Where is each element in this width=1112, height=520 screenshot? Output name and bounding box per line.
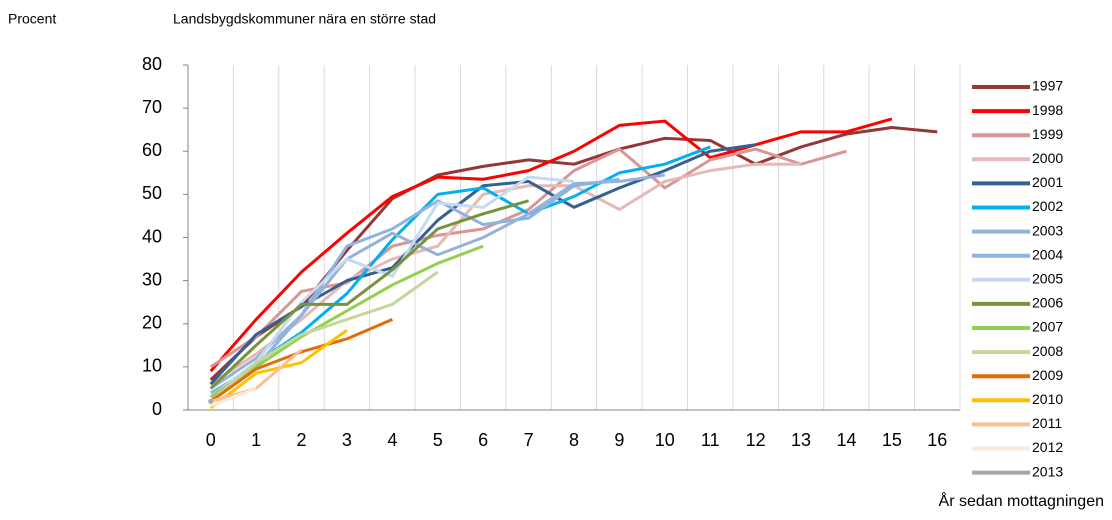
y-tick-label: 10 <box>142 356 162 376</box>
legend-label: 2002 <box>1032 198 1063 214</box>
x-axis-label: År sedan mottagningen <box>939 491 1104 510</box>
x-tick-label: 3 <box>342 430 352 450</box>
series-line <box>210 348 303 403</box>
x-tick-label: 14 <box>836 430 856 450</box>
legend-label: 2013 <box>1032 463 1063 479</box>
x-tick-label: 13 <box>791 430 811 450</box>
series-line <box>209 162 802 386</box>
x-tick-label: 4 <box>387 430 397 450</box>
series-line <box>209 126 938 381</box>
y-tick-label: 20 <box>142 313 162 333</box>
legend-label: 1999 <box>1032 126 1063 142</box>
legend-label: 1997 <box>1032 78 1063 94</box>
series-line <box>210 387 257 408</box>
x-tick-label: 6 <box>478 430 488 450</box>
series-line <box>209 199 529 390</box>
legend-label: 2012 <box>1032 439 1063 455</box>
series-line <box>209 117 893 373</box>
data-point <box>208 398 214 404</box>
legend-label: 2008 <box>1032 343 1063 359</box>
x-tick-label: 0 <box>206 430 216 450</box>
legend-label: 1998 <box>1032 102 1063 118</box>
x-tick-label: 7 <box>524 430 534 450</box>
x-tick-label: 10 <box>655 430 675 450</box>
legend-label: 2004 <box>1032 246 1063 262</box>
x-tick-label: 9 <box>614 430 624 450</box>
legend-label: 2006 <box>1032 295 1063 311</box>
legend-label: 2005 <box>1032 271 1063 287</box>
y-tick-label: 60 <box>142 140 162 160</box>
series-line <box>209 318 393 403</box>
series-line <box>209 270 439 403</box>
x-tick-label: 2 <box>297 430 307 450</box>
y-tick-label: 70 <box>142 97 162 117</box>
legend-label: 2009 <box>1032 367 1063 383</box>
series-line <box>209 175 575 399</box>
y-tick-label: 30 <box>142 269 162 289</box>
y-axis-label: Procent <box>8 11 56 27</box>
x-tick-label: 16 <box>927 430 947 450</box>
y-tick-label: 40 <box>142 226 162 246</box>
legend-label: 2000 <box>1032 150 1063 166</box>
y-tick-label: 0 <box>152 399 162 419</box>
y-tick-label: 50 <box>142 183 162 203</box>
x-tick-label: 11 <box>701 430 720 450</box>
x-tick-label: 12 <box>746 430 766 450</box>
series-line <box>209 145 711 399</box>
legend-label: 2007 <box>1032 319 1063 335</box>
x-tick-label: 1 <box>251 430 261 450</box>
legend-label: 2010 <box>1032 391 1063 407</box>
legend-label: 2003 <box>1032 222 1063 238</box>
y-tick-label: 80 <box>142 54 162 74</box>
legend-label: 2011 <box>1032 415 1062 431</box>
x-tick-label: 15 <box>882 430 902 450</box>
series-line <box>209 143 756 386</box>
chart-title: Landsbygdskommuner nära en större stad <box>173 11 436 27</box>
series-line <box>209 244 484 399</box>
x-tick-label: 8 <box>569 430 579 450</box>
legend-label: 2001 <box>1032 174 1063 190</box>
series-line <box>209 177 620 395</box>
x-tick-label: 5 <box>433 430 443 450</box>
